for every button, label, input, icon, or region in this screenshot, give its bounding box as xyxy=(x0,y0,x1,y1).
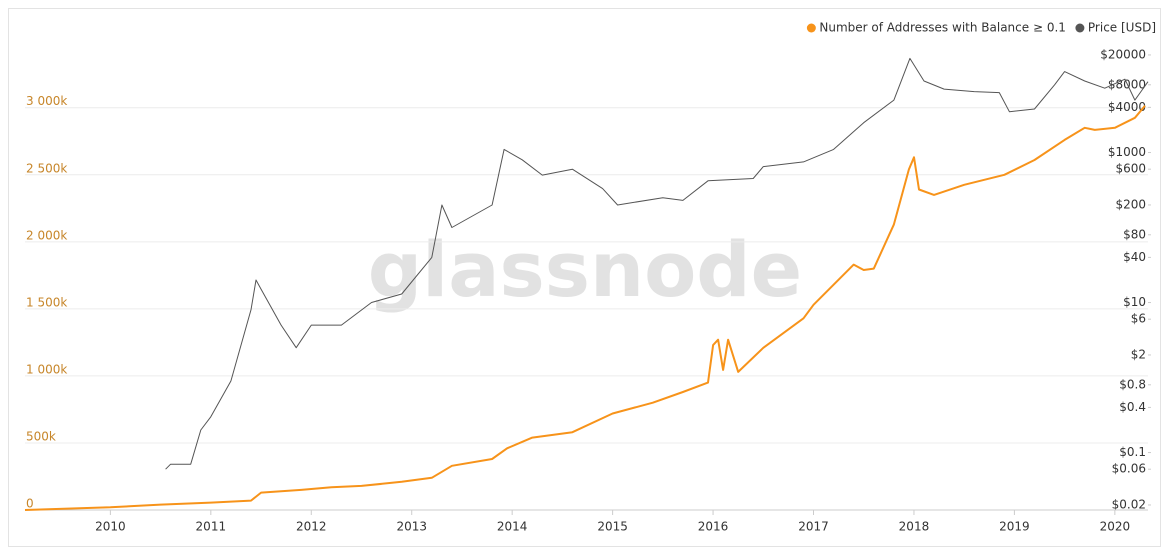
x-tick-label: 2016 xyxy=(698,520,729,534)
x-tick-label: 2017 xyxy=(798,520,829,534)
y2-tick-label: $2 xyxy=(1131,347,1146,361)
x-tick-label: 2019 xyxy=(999,520,1030,534)
watermark: glassnode xyxy=(368,225,802,314)
y2-tick-label: $20000 xyxy=(1100,47,1146,61)
chart-frame xyxy=(8,8,1161,547)
legend-marker xyxy=(1075,23,1085,33)
series-line xyxy=(165,57,1149,470)
y2-tick-label: $40 xyxy=(1123,250,1146,264)
x-tick-label: 2014 xyxy=(497,520,528,534)
y2-tick-label: $0.1 xyxy=(1119,445,1146,459)
y-tick-label: 500k xyxy=(26,429,56,443)
y2-tick-label: $0.06 xyxy=(1112,462,1146,476)
y-tick-label: 3 000k xyxy=(26,94,67,108)
x-tick-label: 2013 xyxy=(396,520,427,534)
y2-tick-label: $4000 xyxy=(1108,100,1146,114)
y2-tick-label: $0.4 xyxy=(1119,400,1146,414)
legend-label: Price [USD] xyxy=(1088,21,1156,35)
legend-label: Number of Addresses with Balance ≥ 0.1 xyxy=(819,21,1066,35)
series-line xyxy=(24,105,1146,511)
y2-tick-label: $6 xyxy=(1131,312,1146,326)
y2-tick-label: $0.8 xyxy=(1119,377,1146,391)
y2-tick-label: $10 xyxy=(1123,295,1146,309)
y-tick-label: 2 000k xyxy=(26,228,67,242)
y-tick-label: 1 500k xyxy=(26,295,67,309)
y2-tick-label: $200 xyxy=(1115,197,1146,211)
y2-tick-label: $80 xyxy=(1123,227,1146,241)
y2-tick-label: $0.02 xyxy=(1112,497,1146,511)
x-tick-label: 2018 xyxy=(899,520,930,534)
y2-tick-label: $1000 xyxy=(1108,145,1146,159)
x-tick-label: 2011 xyxy=(196,520,227,534)
y-tick-label: 2 500k xyxy=(26,161,67,175)
legend-marker xyxy=(806,23,816,33)
y2-tick-label: $600 xyxy=(1115,162,1146,176)
x-tick-label: 2015 xyxy=(597,520,628,534)
x-tick-label: 2012 xyxy=(296,520,327,534)
x-tick-label: 2020 xyxy=(1100,520,1131,534)
x-tick-label: 2010 xyxy=(95,520,126,534)
y-tick-label: 1 000k xyxy=(26,362,67,376)
y-tick-label: 0 xyxy=(26,497,34,511)
